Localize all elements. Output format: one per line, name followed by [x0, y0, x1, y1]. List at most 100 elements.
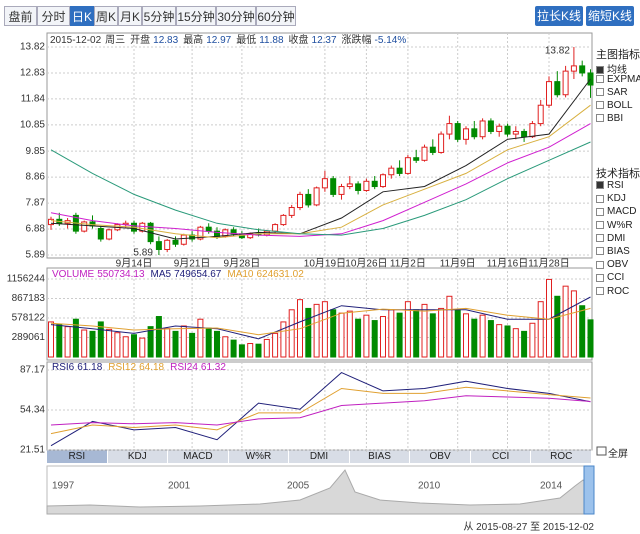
checkbox[interactable] [596, 220, 604, 229]
high-label: 13.82 [545, 46, 570, 57]
volume-bar [155, 316, 162, 358]
indicator-option[interactable]: ROC [596, 286, 629, 297]
toolbar-tab[interactable]: 15分钟 [176, 6, 216, 26]
toolbar-tab[interactable]: 月K [118, 6, 142, 26]
low-label: 5.89 [133, 248, 153, 259]
button[interactable]: 缩短K线 [586, 6, 634, 26]
option-label[interactable]: RSI [607, 180, 624, 191]
indicator-option[interactable]: KDJ [596, 193, 626, 204]
option-label[interactable]: ROC [607, 285, 630, 297]
bottom-tab[interactable]: W%R [228, 450, 290, 463]
checkbox[interactable] [596, 273, 604, 282]
option-label[interactable]: EXPMA [607, 74, 640, 85]
bottom-tab[interactable]: RSI [47, 450, 108, 463]
bottom-tab[interactable]: DMI [289, 450, 350, 463]
checkbox[interactable] [596, 181, 604, 190]
indicator-option[interactable]: W%R [596, 220, 633, 231]
option-label[interactable]: 均线 [607, 65, 627, 76]
checkbox[interactable] [596, 286, 604, 295]
option-label[interactable]: CCI [607, 272, 625, 284]
indicator-option[interactable]: CCI [596, 272, 624, 283]
header-date: 2015-12-02 [50, 35, 102, 46]
ma-line [50, 78, 591, 240]
volume-bar [570, 290, 577, 358]
bottom-tab[interactable]: ROC [531, 450, 592, 463]
option-label[interactable]: W%R [607, 219, 633, 231]
volume-bar [338, 312, 345, 358]
indicator-option[interactable]: BOLL [596, 100, 633, 111]
volume-bar [463, 313, 469, 358]
candle-body [106, 229, 113, 240]
option-label[interactable]: OBV [607, 259, 629, 271]
button[interactable]: 拉长K线 [535, 6, 583, 26]
bottom-tab[interactable]: BIAS [349, 450, 411, 463]
header-value: 12.83 [153, 35, 178, 46]
toolbar-tab[interactable]: 日K [70, 6, 94, 26]
bottom-tab[interactable]: CCI [470, 450, 532, 463]
indicator-option[interactable]: RSI [596, 180, 624, 191]
candle-body [355, 183, 362, 191]
toolbar-tab[interactable]: 周K [94, 6, 118, 26]
checkbox[interactable] [596, 247, 604, 256]
y-tick-label: 11.84 [21, 94, 46, 105]
option-label[interactable]: BOLL [607, 100, 633, 111]
volume-bar [139, 337, 146, 358]
toolbar-tab[interactable]: 5分钟 [142, 6, 176, 26]
volume-bar [72, 318, 79, 358]
volume-bar [122, 336, 129, 358]
indicator-option[interactable]: SAR [596, 87, 628, 98]
indicator-option[interactable]: BBI [596, 113, 623, 124]
indicator-option[interactable]: MACD [596, 206, 636, 217]
fullscreen[interactable]: 全屏 [608, 449, 628, 460]
option-label[interactable]: SAR [607, 87, 628, 98]
toolbar-tab[interactable]: 60分钟 [256, 6, 296, 26]
overview-year: 2010 [418, 481, 441, 492]
overview-year: 2014 [540, 481, 563, 492]
checkbox[interactable] [596, 114, 604, 123]
option-label[interactable]: KDJ [607, 193, 626, 205]
checkbox[interactable] [596, 207, 604, 216]
candle-body [404, 157, 411, 174]
candle-body [338, 186, 345, 195]
option-label[interactable]: BBI [607, 113, 624, 124]
fullscreen-icon[interactable] [596, 446, 607, 456]
candle-body [579, 65, 586, 74]
y-tick-label: 8.86 [26, 172, 46, 183]
volume-bar [238, 344, 245, 358]
candle-body [288, 207, 295, 216]
checkbox[interactable] [596, 75, 604, 84]
y-tick-label: 21.51 [20, 445, 45, 456]
ma-line [50, 307, 591, 336]
option-label[interactable]: DMI [607, 232, 626, 244]
volume-bar [263, 338, 270, 358]
ma-line [50, 372, 591, 447]
legend-name: VOLUME [52, 269, 95, 280]
candle-body [438, 133, 445, 153]
x-tick-label: 11月2日 [390, 258, 426, 270]
checkbox[interactable] [596, 88, 604, 97]
y-tick-label: 6.88 [26, 224, 46, 235]
panel-title: 技术指标 [596, 168, 640, 180]
indicator-option[interactable]: BIAS [596, 246, 630, 257]
header-label: 涨跌幅 [342, 33, 372, 46]
option-label[interactable]: BIAS [607, 246, 630, 257]
bottom-tab[interactable]: MACD [168, 450, 229, 463]
volume-bar [479, 314, 486, 358]
bottom-tab[interactable]: KDJ [107, 450, 169, 463]
bottom-tab[interactable]: OBV [410, 450, 471, 463]
toolbar-tab[interactable]: 分时 [37, 6, 70, 26]
checkbox[interactable] [596, 260, 604, 269]
toolbar-tab[interactable]: 30分钟 [216, 6, 256, 26]
indicator-option[interactable]: OBV [596, 259, 628, 270]
checkbox[interactable] [596, 101, 604, 110]
option-label[interactable]: MACD [607, 206, 637, 218]
x-tick-label: 9月21日 [174, 258, 211, 270]
indicator-option[interactable]: 均线 [596, 61, 627, 76]
toolbar-tab[interactable]: 盘前 [4, 6, 37, 26]
overview-handle[interactable] [583, 465, 595, 515]
indicator-option[interactable]: DMI [596, 233, 625, 244]
indicator-option[interactable]: EXPMA [596, 74, 640, 85]
checkbox[interactable] [596, 194, 604, 203]
checkbox[interactable] [596, 66, 604, 75]
checkbox[interactable] [596, 234, 604, 243]
